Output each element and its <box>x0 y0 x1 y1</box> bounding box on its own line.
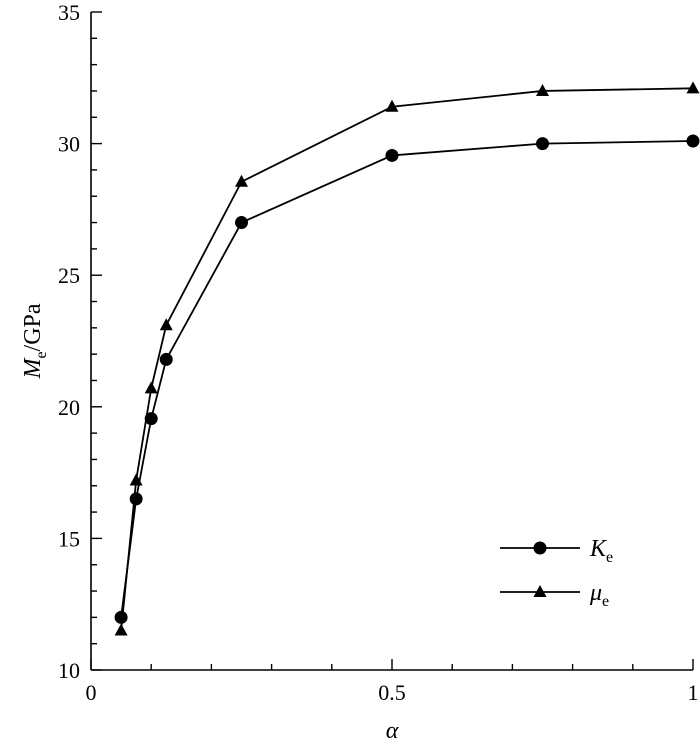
y-tick-label: 15 <box>58 526 80 551</box>
x-axis-title: α <box>386 718 399 743</box>
data-point-mue <box>686 81 700 94</box>
data-point-ke <box>144 412 158 426</box>
y-axis-title-symbol: M <box>20 357 46 380</box>
data-point-ke <box>235 216 248 230</box>
y-axis-title: Me/GPa <box>20 303 50 379</box>
legend-label-ke-subscript: e <box>606 549 613 566</box>
legend-label-ke: Ke <box>589 536 613 566</box>
data-point-ke <box>385 148 399 162</box>
series-group <box>114 81 700 636</box>
data-point-mue <box>385 99 399 112</box>
legend-marker-mue <box>533 585 547 597</box>
legend-label-mue: μe <box>589 580 609 610</box>
data-point-mue <box>536 83 549 96</box>
data-point-mue <box>159 318 173 331</box>
data-point-ke <box>686 134 700 148</box>
x-tick-label: 0.5 <box>378 680 406 705</box>
legend-label-mue-symbol: μ <box>589 580 602 606</box>
data-point-ke <box>159 352 173 366</box>
y-axis-title-subscript: e <box>33 351 50 358</box>
data-point-mue <box>144 381 158 394</box>
y-tick-label: 25 <box>58 263 80 288</box>
data-point-mue <box>235 174 248 187</box>
series-line-mue <box>120 87 694 631</box>
data-point-ke <box>129 492 143 506</box>
y-axis-title-unit: /GPa <box>20 303 46 351</box>
legend-label-ke-symbol: K <box>589 536 608 562</box>
x-ticks: 0 0.5 1 <box>86 659 699 705</box>
y-tick-label: 30 <box>58 132 80 157</box>
data-point-ke <box>536 137 549 151</box>
legend: Ke μe <box>500 536 613 610</box>
data-point-mue <box>114 623 128 636</box>
data-point-mue <box>129 473 143 486</box>
x-tick-label: 0 <box>86 680 97 705</box>
y-tick-label: 10 <box>58 658 80 683</box>
data-point-ke <box>114 610 128 624</box>
y-ticks: 10 15 20 25 30 35 <box>58 0 102 683</box>
series-line-ke <box>120 140 694 618</box>
y-tick-label: 20 <box>58 395 80 420</box>
legend-marker-ke <box>533 541 547 555</box>
y-tick-label: 35 <box>58 0 80 25</box>
x-tick-label: 1 <box>688 680 699 705</box>
legend-label-mue-subscript: e <box>602 593 609 610</box>
